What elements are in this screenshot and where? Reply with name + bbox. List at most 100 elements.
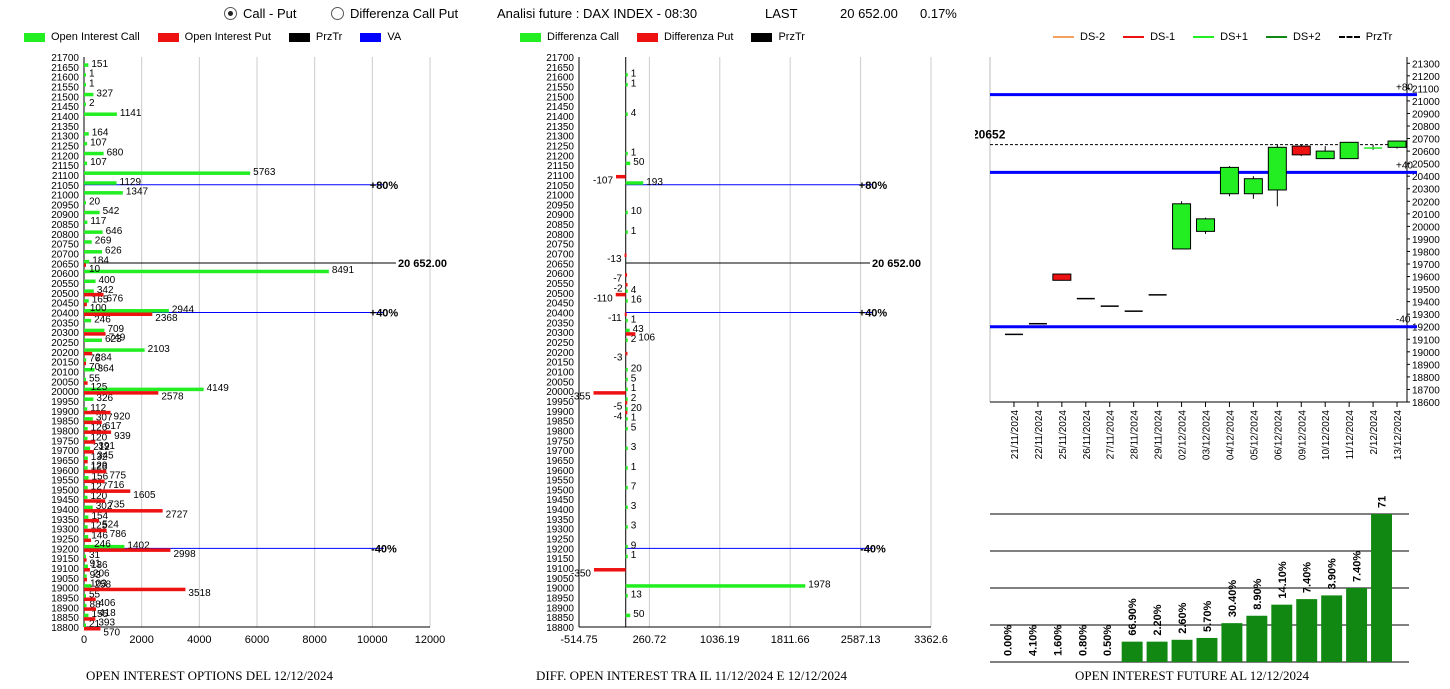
call-value-label: 5 [631,373,637,384]
call-bar [84,495,88,500]
call-value-label: 136 [91,560,108,571]
x-tick-label: 1036.19 [700,634,740,646]
y-tick-label: 19850 [546,417,574,428]
call-value-label: 542 [103,206,120,217]
va-label: +40% [370,308,399,320]
price-label: 20 652.00 [872,258,921,270]
y-tick-label: 19500 [546,485,574,496]
candle-body [1172,203,1192,250]
legend-candles: DS-2 DS-1 DS+1 DS+2 PrzTr [1053,31,1410,43]
y-tick-label: 21500 [51,92,79,103]
date-label: 25/11/2024 [1058,410,1069,460]
y-tick-label: 20250 [51,338,79,349]
y-tick-label: 21350 [546,122,574,133]
y-tick-label: 19450 [51,495,79,506]
future-bar [1196,637,1218,662]
put-bar [84,469,107,474]
radio-selected-icon[interactable] [224,7,237,20]
radio-unselected-icon[interactable] [331,7,344,20]
call-value-label: 13 [631,590,643,601]
call-value-label: 107 [90,157,107,168]
y-tick-label: 20400 [546,309,574,320]
y-tick-label: 21150 [547,161,575,172]
y-tick-label: 19150 [546,554,574,565]
call-bar [84,240,92,244]
future-bar [1121,641,1143,662]
put-value-label: 206 [93,569,110,580]
legend-label: DS-1 [1150,31,1176,43]
y-tick-label: 20600 [51,269,79,280]
call-value-label: 364 [97,363,114,374]
call-bar [84,603,87,608]
call-bar [84,132,89,136]
call-bar [84,328,105,333]
call-value-label: 2 [631,393,637,404]
y-tick-label: 21050 [546,181,574,192]
call-value-label: 193 [646,177,663,188]
future-bar [1371,514,1392,662]
call-bar [625,161,631,166]
candle-body [1028,322,1047,325]
put-bar [625,283,628,287]
candle-body [1387,140,1407,148]
y-tick-label: 20300 [51,328,79,339]
y-tick-label: 20600 [1412,147,1440,158]
call-value-label: 709 [107,324,124,335]
call-bar [84,535,89,539]
diff-chart-title: DIFF. OPEN INTEREST TRA IL 11/12/2024 E … [536,668,847,683]
y-tick-label: 20450 [546,299,574,310]
call-value-label: 50 [633,157,645,168]
put-value-label: 129 [91,460,108,471]
put-value-label: -355 [570,392,590,403]
legend-label: DS-2 [1080,31,1106,43]
call-value-label: 16 [631,295,643,306]
call-bar [84,161,88,166]
future-value-label: 0.50% [1102,625,1114,656]
y-tick-label: 21450 [51,102,79,113]
future-bar [1321,595,1343,662]
legend-label: VA [387,31,402,43]
candle-body [1291,145,1311,156]
call-value-label: 55 [89,373,101,384]
call-value-label: 1141 [120,108,142,119]
call-value-label: 5 [631,422,637,433]
y-tick-label: 20900 [51,210,79,221]
va-label: +40 [1396,160,1413,171]
y-tick-label: 19550 [546,476,574,487]
radio-diff[interactable]: Differenza Call Put [331,6,458,21]
y-tick-label: 20300 [1412,185,1440,196]
legend-swatch-put [636,32,658,42]
put-bar [84,381,88,385]
y-tick-label: 19850 [51,417,79,428]
call-bar [84,181,117,185]
call-bar [84,102,86,107]
call-bar [625,544,628,549]
y-tick-label: 19950 [546,397,574,408]
y-tick-label: 19100 [1412,335,1440,346]
y-tick-label: 20400 [1412,172,1440,183]
va-label: +40% [859,308,888,320]
put-value-label: 418 [99,608,116,619]
call-bar [84,476,89,480]
put-bar [84,587,186,592]
call-bar [625,299,628,303]
future-value-label: 71.00% [1377,495,1389,508]
put-bar [625,410,628,415]
oi-chart-title: OPEN INTEREST OPTIONS DEL 12/12/2024 [86,668,333,683]
y-tick-label: 20900 [546,210,574,221]
put-bar [84,302,87,307]
future-value-label: 5.70% [1202,601,1214,632]
put-bar [84,627,101,631]
call-bar [84,485,88,490]
future-value-label: 3.90% [1327,558,1339,589]
put-value-label: 2368 [155,313,178,324]
radio-call-put[interactable]: Call - Put [224,6,296,21]
call-value-label: 76 [89,354,101,365]
y-tick-label: 18900 [546,603,574,614]
call-bar [625,82,628,87]
put-bar [593,391,626,395]
call-bar [84,574,87,578]
y-tick-label: 20900 [1412,109,1440,120]
put-bar [84,489,131,493]
call-value-label: 155 [91,609,108,620]
